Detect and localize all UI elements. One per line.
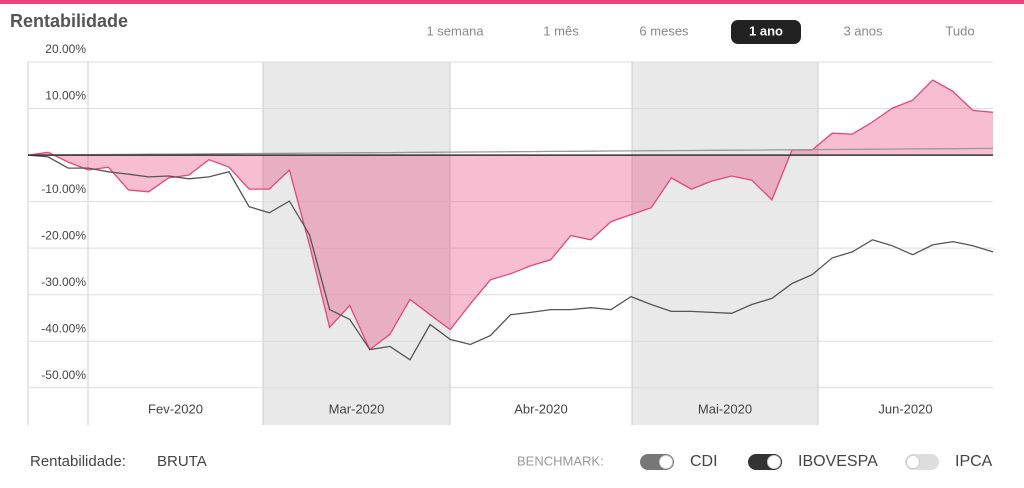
toggle-knob[interactable] — [767, 455, 781, 469]
chart: Fev-2020 Mar-2020 Abr-2020 Mai-2020 Jun-2020… — [27, 42, 994, 425]
range-button[interactable]: 1 semana — [426, 23, 484, 38]
top-bar — [0, 0, 1024, 4]
toggle-knob[interactable] — [659, 455, 673, 469]
range-button[interactable]: 1 ano — [749, 23, 783, 38]
month-band — [632, 62, 818, 425]
x-tick-label: Mai-2020 — [698, 401, 752, 416]
benchmark-name: IPCA — [955, 453, 993, 470]
y-tick-label: -50.00% — [41, 368, 86, 382]
y-tick-label: -20.00% — [41, 228, 86, 242]
x-tick-label: Mar-2020 — [329, 401, 385, 416]
range-selector: 1 semana 1 mês 6 meses 1 ano 3 anos Tudo — [426, 20, 975, 44]
series-area — [28, 80, 993, 350]
series-line — [27, 154, 994, 361]
benchmark-name: IBOVESPA — [798, 453, 878, 470]
benchmark-label: BENCHMARK: — [517, 453, 604, 468]
y-tick-label: -40.00% — [41, 321, 86, 335]
footer-label: Rentabilidade: — [30, 453, 126, 470]
footer: Rentabilidade: BRUTA BENCHMARK: CDI IBOVESPA… — [30, 453, 993, 470]
x-tick-label: Jun-2020 — [878, 401, 932, 416]
x-tick-label: Fev-2020 — [148, 401, 203, 416]
range-button[interactable]: 1 mês — [543, 23, 579, 38]
range-button[interactable]: Tudo — [945, 23, 974, 38]
range-button-bg — [731, 20, 801, 44]
series-line — [27, 147, 994, 156]
title: Rentabilidade — [10, 11, 128, 31]
y-tick-label: -30.00% — [41, 275, 86, 289]
x-tick-label: Abr-2020 — [514, 401, 567, 416]
y-tick-label: 20.00% — [45, 42, 86, 56]
y-tick-label: -10.00% — [41, 182, 86, 196]
toggle-knob[interactable] — [906, 455, 920, 469]
month-band — [263, 62, 450, 425]
footer-value: BRUTA — [157, 453, 207, 470]
range-button[interactable]: 6 meses — [639, 23, 689, 38]
y-tick-label: 10.00% — [45, 89, 86, 103]
benchmark-name: CDI — [690, 453, 718, 470]
range-button[interactable]: 3 anos — [843, 23, 883, 38]
series-line — [27, 79, 994, 351]
